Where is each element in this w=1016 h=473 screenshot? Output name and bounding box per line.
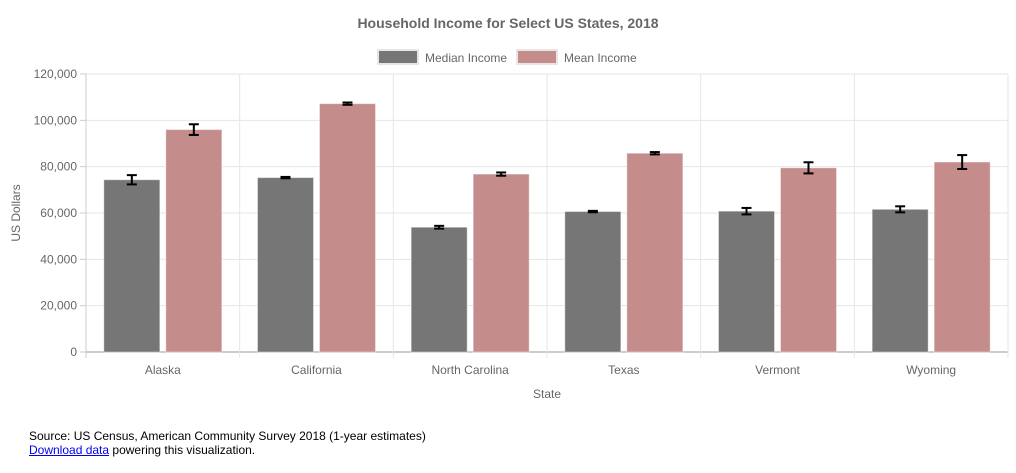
x-tick-label: Texas — [608, 363, 639, 377]
bar-mean — [165, 129, 223, 353]
error-bar — [126, 174, 137, 186]
bar-mean — [472, 173, 530, 353]
legend-label-median: Median Income — [425, 51, 507, 65]
bar-median — [103, 179, 161, 353]
download-line: Download data powering this visualizatio… — [29, 443, 426, 457]
error-bar — [434, 224, 445, 230]
source-text: Source: US Census, American Community Su… — [29, 429, 426, 443]
bar-median — [564, 211, 622, 353]
bars — [103, 103, 991, 353]
legend-item-mean[interactable]: Mean Income — [516, 49, 637, 65]
bar-mean — [780, 167, 837, 353]
legend-swatch-median — [377, 49, 419, 65]
bar-mean — [626, 152, 684, 353]
legend-swatch-mean — [516, 49, 558, 65]
legend-label-mean: Mean Income — [564, 51, 637, 65]
y-tick-label: 80,000 — [40, 160, 77, 174]
source-footer: Source: US Census, American Community Su… — [29, 429, 426, 457]
error-bar — [895, 205, 906, 214]
download-suffix: powering this visualization. — [109, 443, 256, 457]
error-bars — [126, 101, 968, 230]
error-bar — [587, 209, 598, 214]
y-axis: 0 20,000 40,000 60,000 80,000 100,000 120,000 — [34, 67, 86, 359]
bar-median — [871, 208, 929, 353]
grid — [85, 73, 1009, 358]
legend-item-median[interactable]: Median Income — [377, 49, 507, 65]
bar-mean — [933, 161, 991, 353]
x-axis-label: State — [533, 387, 561, 401]
y-tick-label: 100,000 — [34, 113, 78, 127]
error-bar — [649, 151, 660, 156]
legend: Median Income Mean Income — [377, 49, 637, 65]
y-tick-label: 120,000 — [34, 67, 78, 81]
bar-median — [410, 226, 468, 353]
x-tick-label: Vermont — [755, 363, 800, 377]
x-tick-label: Alaska — [145, 363, 181, 377]
chart: Household Income for Select US States, 2… — [9, 15, 1009, 401]
error-bar — [957, 154, 968, 170]
error-bar — [188, 123, 199, 136]
x-tick-label: Wyoming — [906, 363, 956, 377]
bar-median — [718, 210, 775, 353]
error-bar — [342, 101, 353, 106]
y-tick-label: 40,000 — [40, 252, 77, 266]
y-tick-label: 60,000 — [40, 206, 77, 220]
error-bar — [741, 206, 752, 216]
x-tick-label: North Carolina — [431, 363, 509, 377]
chart-title: Household Income for Select US States, 2… — [357, 15, 658, 31]
download-data-link[interactable]: Download data — [29, 443, 110, 457]
y-tick-label: 20,000 — [40, 299, 77, 313]
y-tick-label: 0 — [70, 345, 77, 359]
error-bar — [496, 171, 507, 177]
error-bar — [280, 175, 291, 180]
bar-median — [257, 177, 314, 353]
x-tick-label: California — [291, 363, 342, 377]
x-axis: Alaska California North Carolina Texas Vermo… — [145, 363, 956, 377]
error-bar — [803, 161, 814, 175]
y-axis-label: US Dollars — [9, 184, 23, 241]
bar-mean — [319, 103, 376, 353]
